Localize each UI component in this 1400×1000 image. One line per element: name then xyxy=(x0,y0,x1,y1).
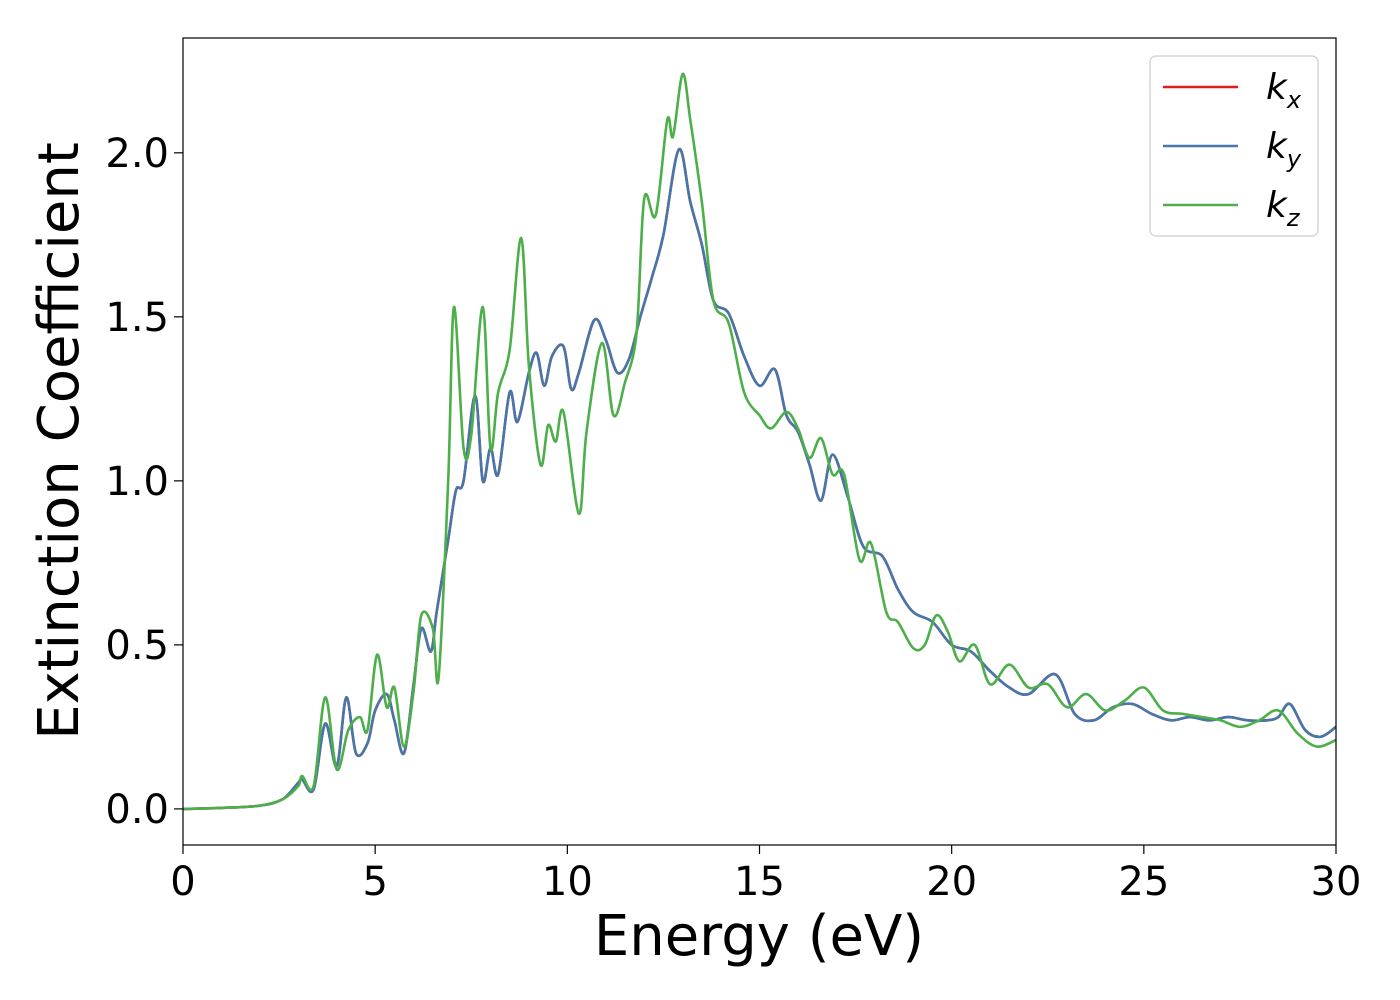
x-tick-label: 15 xyxy=(734,859,785,905)
y-axis-ticks: 0.0 0.5 1.0 1.5 2.0 xyxy=(105,131,183,833)
y-tick-label: 0.5 xyxy=(105,623,169,669)
y-tick-label: 1.0 xyxy=(105,459,169,505)
x-tick-label: 25 xyxy=(1118,859,1169,905)
x-tick-label: 0 xyxy=(170,859,195,905)
y-axis-label: Extinction Coefficient xyxy=(27,142,92,740)
series-layer xyxy=(182,72,1337,811)
x-axis-label: Energy (eV) xyxy=(594,904,924,969)
y-tick-label: 1.5 xyxy=(105,295,169,341)
x-axis-ticks: 0 5 10 15 20 25 30 xyxy=(170,845,1361,905)
series-line-kz xyxy=(182,72,1337,811)
x-tick-label: 30 xyxy=(1311,859,1362,905)
x-tick-label: 10 xyxy=(542,859,593,905)
x-tick-label: 5 xyxy=(362,859,387,905)
legend-label-kz: kz xyxy=(1266,185,1301,232)
series-line-ky xyxy=(182,148,1337,811)
y-tick-label: 2.0 xyxy=(105,131,169,177)
y-tick-label: 0.0 xyxy=(105,787,169,833)
x-tick-label: 20 xyxy=(926,859,977,905)
